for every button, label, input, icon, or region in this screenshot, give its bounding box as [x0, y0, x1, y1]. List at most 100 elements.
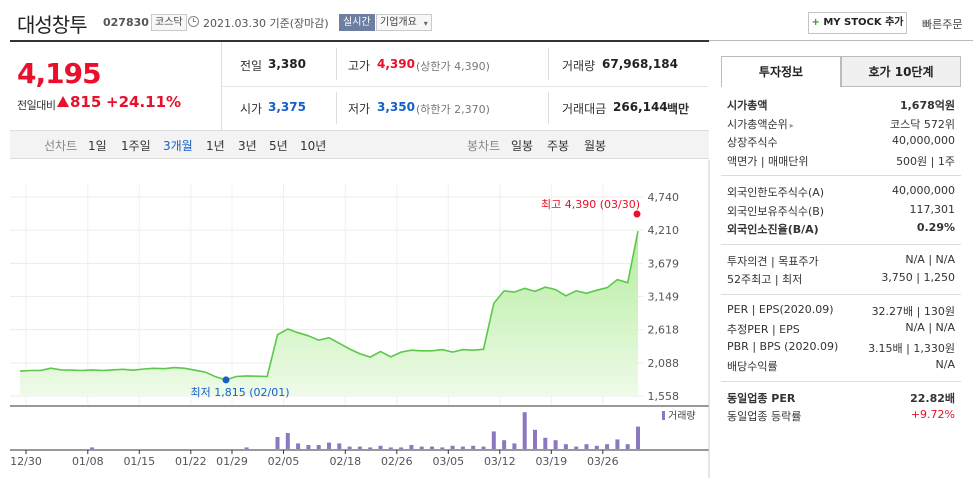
price-line	[19, 230, 639, 381]
add-mystock-button[interactable]: + MY STOCK 추가	[808, 12, 907, 34]
info-label: 외국인소진율(B/A)	[727, 223, 819, 236]
quote-divider-2b	[548, 92, 549, 124]
quote-divider-1a	[336, 48, 337, 80]
candle-chart-label: 봉차트	[467, 139, 501, 153]
volume-bar	[605, 444, 610, 449]
volume-bar	[357, 446, 362, 449]
volume-bar	[90, 447, 95, 449]
volume-legend-swatch	[662, 411, 665, 420]
info-label: 외국인보유주식수(B)	[727, 204, 825, 218]
y-tick-label: 4,740	[648, 191, 680, 204]
y-tick-label: 3,149	[648, 291, 680, 304]
tab-invest-info[interactable]: 투자정보	[721, 56, 841, 87]
volume-bar	[409, 445, 414, 449]
y-tick-label: 3,679	[648, 257, 680, 270]
y-tick-label: 2,618	[648, 324, 680, 337]
x-tick-label: 03/19	[535, 455, 567, 468]
info-value: N/A	[935, 358, 955, 371]
header-divider	[10, 40, 709, 42]
upper-limit: (상한가 4,390)	[416, 60, 490, 73]
x-tick-label: 01/29	[216, 455, 248, 468]
volume-bar	[636, 426, 640, 449]
up-triangle-icon	[57, 96, 69, 107]
volume-bar	[419, 446, 424, 449]
volume-bar	[481, 446, 486, 449]
period-5y[interactable]: 5년	[269, 139, 288, 153]
info-label: 52주최고 | 최저	[727, 273, 803, 286]
info-section-divider	[721, 380, 961, 382]
candle-daily[interactable]: 일봉	[511, 139, 534, 153]
volume-bar	[615, 439, 620, 449]
period-1w[interactable]: 1주일	[121, 139, 151, 153]
chevron-down-icon: ▾	[423, 19, 428, 28]
open-value: 3,375	[268, 100, 306, 114]
info-label: 추정PER | EPS	[727, 323, 800, 336]
tab-quote-10[interactable]: 호가 10단계	[841, 56, 961, 87]
chart-area	[19, 230, 639, 396]
volume-bar	[512, 443, 517, 449]
price-area-fill	[20, 231, 638, 396]
info-value: 500원 | 1주	[896, 154, 955, 168]
x-tick-label: 01/15	[123, 455, 155, 468]
arrow-right-icon[interactable]: ▸	[789, 120, 794, 130]
volume-bar	[399, 447, 404, 449]
y-axis-labels: 4,740 4,210 3,679 3,149 2,618 2,088 1,558	[648, 191, 680, 403]
info-value: 3,750 | 1,250	[881, 271, 955, 284]
info-label: 배당수익률	[727, 360, 778, 373]
open-label: 시가	[240, 102, 263, 116]
amount-unit: 백만	[667, 102, 690, 116]
quote-divider-1b	[336, 92, 337, 124]
max-label: 최고 4,390 (03/30)	[541, 198, 640, 211]
add-mystock-label: MY STOCK 추가	[823, 17, 904, 28]
quote-divider-2a	[548, 48, 549, 80]
prev-close-label: 전일	[240, 59, 263, 73]
info-label: 시가총액	[727, 99, 768, 112]
info-value: 22.82배	[910, 391, 955, 405]
volume-bar	[430, 446, 434, 449]
volume-bar	[594, 445, 599, 449]
x-tick-label: 12/30	[10, 455, 42, 468]
info-value: 3.15배 | 1,330원	[868, 341, 955, 355]
period-1d[interactable]: 1일	[88, 139, 107, 153]
info-value: 40,000,000	[892, 184, 955, 197]
candle-weekly[interactable]: 주봉	[547, 139, 570, 153]
volume-bar	[471, 445, 476, 449]
chart-markers: 최고 4,390 (03/30) 최저 1,815 (02/01)	[190, 198, 641, 399]
volume-bar	[450, 445, 455, 449]
info-label: 외국인한도주식수(A)	[727, 186, 825, 199]
price-change-pct: +24.11%	[106, 93, 182, 111]
prev-day-label: 전일대비	[17, 99, 56, 112]
period-3y[interactable]: 3년	[238, 139, 257, 153]
info-value: N/A | N/A	[905, 321, 955, 334]
company-info-dropdown[interactable]: 기업개요 ▾	[376, 14, 432, 31]
x-tick-label: 03/05	[432, 455, 464, 468]
info-value: +9.72%	[910, 408, 955, 421]
y-tick-label: 4,210	[648, 224, 680, 237]
volume-bar	[625, 444, 630, 449]
volume-bar	[553, 440, 558, 449]
period-10y[interactable]: 10년	[300, 139, 327, 153]
realtime-button[interactable]: 실시간	[339, 14, 375, 31]
quick-order-link[interactable]: 빠른주문	[922, 18, 963, 31]
x-tick-label: 01/22	[175, 455, 207, 468]
volume-bars: 거래량	[90, 410, 696, 449]
volume-bar	[563, 444, 568, 449]
stock-name: 대성창투	[17, 13, 88, 37]
current-price: 4,195	[17, 57, 102, 90]
x-tick-label: 03/12	[484, 455, 516, 468]
x-tick-label: 02/05	[268, 455, 300, 468]
period-1y[interactable]: 1년	[206, 139, 225, 153]
info-section-divider	[721, 243, 961, 245]
info-value: 코스닥 572위	[890, 117, 955, 131]
volume-bar	[584, 444, 589, 449]
volume-bar	[460, 446, 465, 449]
stock-code: 027830	[103, 16, 149, 29]
candle-monthly[interactable]: 월봉	[584, 139, 607, 153]
volume-bar	[368, 447, 373, 449]
basis-time: 2021.03.30 기준(장마감)	[203, 17, 329, 30]
info-label: 시가총액순위 ▸	[727, 117, 794, 131]
info-label: 동일업종 등락률	[727, 410, 802, 423]
period-3m[interactable]: 3개월	[163, 139, 193, 153]
volume-bar	[306, 445, 311, 449]
